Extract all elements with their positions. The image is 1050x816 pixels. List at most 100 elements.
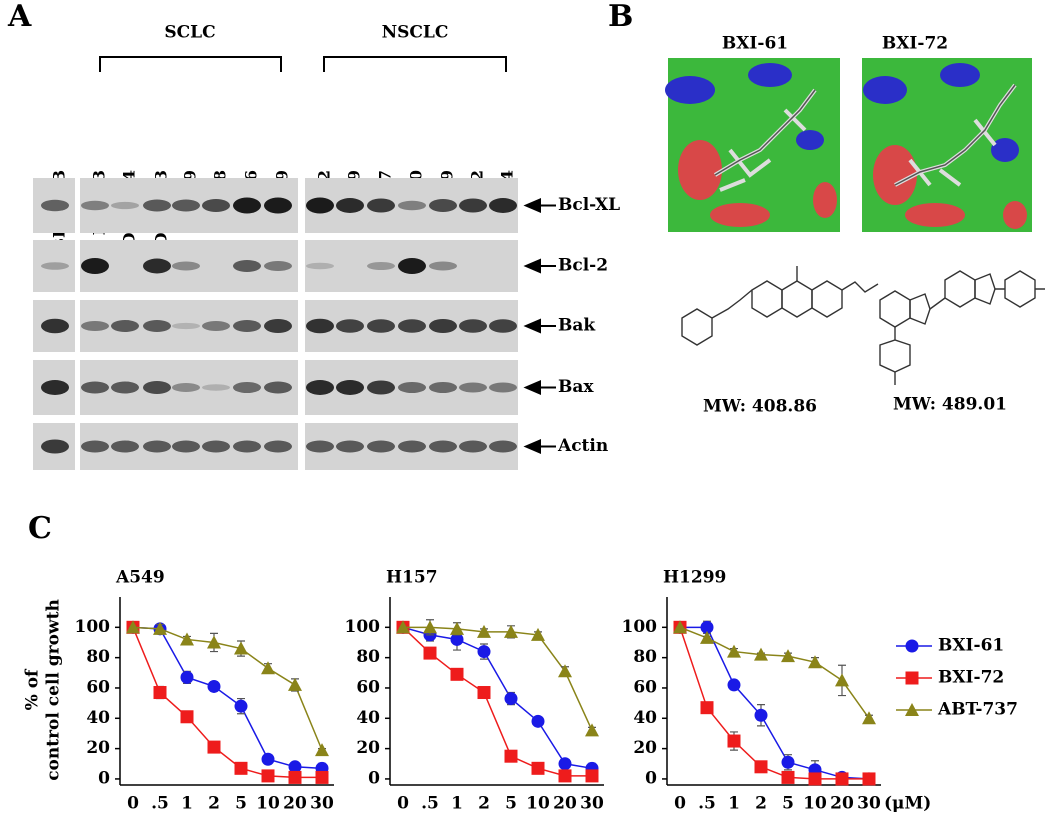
x-tick-label: 1 (728, 794, 740, 814)
x-tick-label: 0 (127, 794, 139, 814)
x-tick-label: 10 (256, 794, 280, 814)
band (306, 318, 334, 334)
data-point (781, 770, 795, 784)
data-point (835, 772, 849, 786)
band (336, 380, 364, 395)
docking-image (862, 58, 1032, 232)
x-tick-label: 1 (451, 794, 463, 814)
data-point (207, 679, 221, 693)
y-tick-label: 60 (633, 677, 657, 697)
band (398, 258, 426, 274)
group-label: SCLC (164, 23, 215, 43)
band (264, 197, 292, 214)
band (398, 200, 426, 211)
y-tick-label: 0 (645, 768, 657, 788)
protein-label: Bax (558, 377, 594, 397)
band (172, 383, 200, 392)
arrow (523, 197, 556, 214)
data-point (423, 646, 437, 660)
band (143, 258, 171, 274)
legend-label: BXI-72 (938, 668, 1004, 688)
data-point (477, 624, 491, 638)
data-point (396, 620, 410, 634)
y-axis-label: control cell growth (44, 599, 64, 781)
western-blots: BEAS-2BDMS53DMS114DMS153H69H128H146H209H… (33, 170, 620, 470)
y-axis-label: % of (23, 668, 43, 710)
data-point (207, 635, 221, 649)
data-point (558, 664, 572, 678)
x-tick-label: .5 (151, 794, 169, 814)
band (41, 262, 69, 270)
band (81, 381, 109, 394)
data-point (477, 645, 491, 659)
x-tick-label: 2 (478, 794, 490, 814)
data-point (450, 632, 464, 646)
x-tick-label: 0 (397, 794, 409, 814)
data-point (700, 620, 714, 634)
data-point (727, 678, 741, 692)
band (172, 261, 200, 271)
data-point (673, 620, 687, 634)
x-tick-label: 2 (755, 794, 767, 814)
band (459, 382, 487, 393)
data-point (477, 686, 491, 700)
band (202, 384, 230, 391)
band (233, 260, 261, 272)
band (306, 440, 334, 453)
data-point (531, 627, 545, 641)
arrow (523, 379, 556, 396)
legend-marker (905, 703, 919, 716)
legend-label: ABT-737 (937, 700, 1018, 720)
data-point (180, 710, 194, 724)
band (264, 381, 292, 394)
data-point (288, 677, 302, 691)
data-point (261, 661, 275, 675)
band (429, 199, 457, 212)
band (172, 440, 200, 453)
band (81, 258, 109, 274)
band (111, 440, 139, 453)
band (81, 440, 109, 453)
band (306, 197, 334, 214)
protein-label: Bak (558, 316, 596, 336)
molecular-weight: MW: 489.01 (893, 395, 1007, 415)
chart-title: H1299 (663, 568, 726, 588)
blot-strip (80, 240, 298, 292)
series-line (403, 626, 593, 731)
data-point (808, 772, 822, 786)
x-tick-label: 20 (830, 794, 854, 814)
arrow (523, 318, 556, 334)
x-tick-label: 10 (526, 794, 550, 814)
data-point (450, 621, 464, 635)
data-point (835, 673, 849, 687)
band (41, 380, 69, 395)
band (264, 440, 292, 453)
x-tick-label: 5 (505, 794, 517, 814)
band (172, 322, 200, 330)
x-tick-label: 10 (803, 794, 827, 814)
band (429, 382, 457, 393)
y-tick-label: 80 (86, 647, 110, 667)
band (264, 319, 292, 333)
structure (681, 266, 879, 346)
data-point (315, 770, 329, 784)
band (233, 197, 261, 214)
panel-label: C (28, 511, 52, 546)
band (172, 199, 200, 212)
series-line (132, 627, 322, 779)
band (398, 440, 426, 453)
y-tick-label: 60 (356, 677, 380, 697)
y-tick-label: 100 (345, 617, 381, 637)
panel-label: B (608, 0, 633, 34)
x-tick-label: 30 (857, 794, 881, 814)
y-tick-label: 20 (86, 738, 110, 758)
band (398, 382, 426, 393)
band (459, 440, 487, 453)
data-point (558, 769, 572, 783)
band (489, 198, 517, 213)
x-tick-label: 20 (553, 794, 577, 814)
band (306, 262, 334, 270)
band (111, 381, 139, 394)
data-point (234, 641, 248, 655)
y-tick-label: 40 (633, 708, 657, 728)
